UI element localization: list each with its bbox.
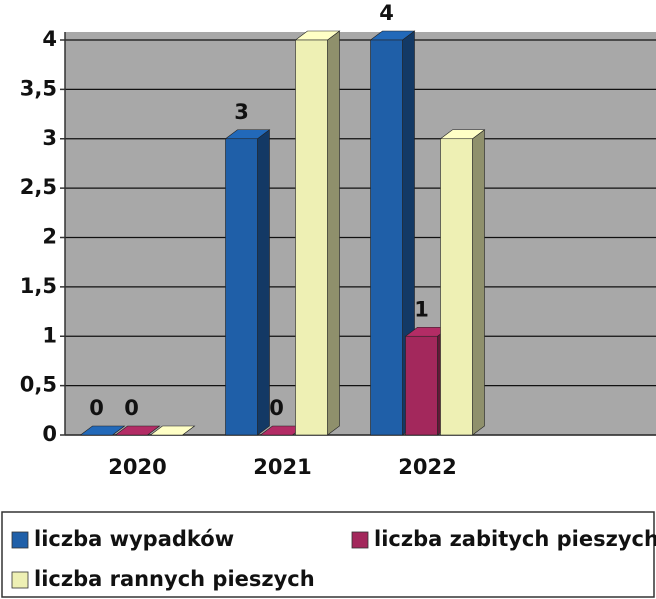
legend-label: liczba wypadków — [34, 527, 234, 551]
x-tick-label: 2020 — [108, 455, 166, 479]
bar — [405, 335, 438, 436]
y-tick-label: 2,5 — [20, 175, 57, 199]
y-tick-label: 0,5 — [20, 373, 57, 397]
bar-top — [114, 425, 161, 436]
bar — [295, 39, 328, 436]
y-tick-label: 3,5 — [20, 76, 57, 100]
plot-wall — [65, 32, 656, 435]
bar-side — [327, 30, 340, 436]
data-label: 0 — [269, 396, 284, 420]
data-label: 4 — [379, 1, 394, 25]
y-tick-label: 0 — [42, 422, 57, 446]
data-label: 1 — [414, 297, 429, 321]
y-tick-label: 3 — [42, 126, 57, 150]
legend-label: liczba zabitych pieszych — [374, 527, 656, 551]
bar-top — [79, 425, 126, 436]
bar-side — [257, 129, 270, 436]
bar — [440, 138, 473, 436]
x-tick-label: 2021 — [253, 455, 311, 479]
data-label: 3 — [234, 100, 249, 124]
y-tick-label: 1 — [42, 323, 57, 347]
bar-top — [149, 425, 196, 436]
legend-key — [11, 531, 29, 549]
bar — [370, 39, 403, 436]
y-tick-label: 2 — [42, 225, 57, 249]
y-tick-label: 1,5 — [20, 274, 57, 298]
legend-label: liczba rannych pieszych — [34, 567, 315, 591]
data-label: 0 — [89, 396, 104, 420]
bar-side — [472, 129, 485, 436]
data-label: 0 — [124, 396, 139, 420]
legend-box — [1, 511, 655, 598]
legend-key — [11, 571, 29, 589]
y-tick-label: 4 — [42, 27, 57, 51]
bar — [225, 138, 258, 436]
legend-key — [351, 531, 369, 549]
x-tick-label: 2022 — [398, 455, 456, 479]
